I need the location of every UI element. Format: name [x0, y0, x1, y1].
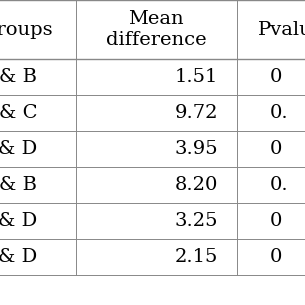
- Text: Pvalue: Pvalue: [258, 21, 305, 39]
- Text: & B: & B: [0, 68, 37, 87]
- Text: & C: & C: [0, 104, 37, 123]
- Text: 9.72: 9.72: [175, 104, 218, 123]
- Text: & D: & D: [0, 140, 38, 159]
- Text: Mean
difference: Mean difference: [106, 10, 207, 49]
- Text: & D: & D: [0, 248, 38, 267]
- Text: 3.25: 3.25: [175, 212, 218, 231]
- Text: 0.: 0.: [269, 176, 288, 195]
- Text: 0: 0: [269, 68, 282, 87]
- Text: 0: 0: [269, 248, 282, 267]
- Text: & D: & D: [0, 212, 38, 231]
- Text: 3.95: 3.95: [175, 140, 218, 159]
- Text: 1.51: 1.51: [175, 68, 218, 87]
- Text: 0: 0: [269, 212, 282, 231]
- Text: 0: 0: [269, 140, 282, 159]
- Text: 8.20: 8.20: [175, 176, 218, 195]
- Text: 0.: 0.: [269, 104, 288, 123]
- Text: 2.15: 2.15: [175, 248, 218, 267]
- Text: & B: & B: [0, 176, 37, 195]
- Text: Groups: Groups: [0, 21, 54, 39]
